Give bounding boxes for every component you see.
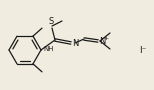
Text: +: +: [103, 36, 108, 41]
Text: S: S: [48, 16, 54, 25]
Text: I⁻: I⁻: [139, 46, 147, 55]
Text: N: N: [73, 39, 79, 48]
Text: NH: NH: [44, 46, 54, 52]
Text: N: N: [99, 37, 105, 46]
